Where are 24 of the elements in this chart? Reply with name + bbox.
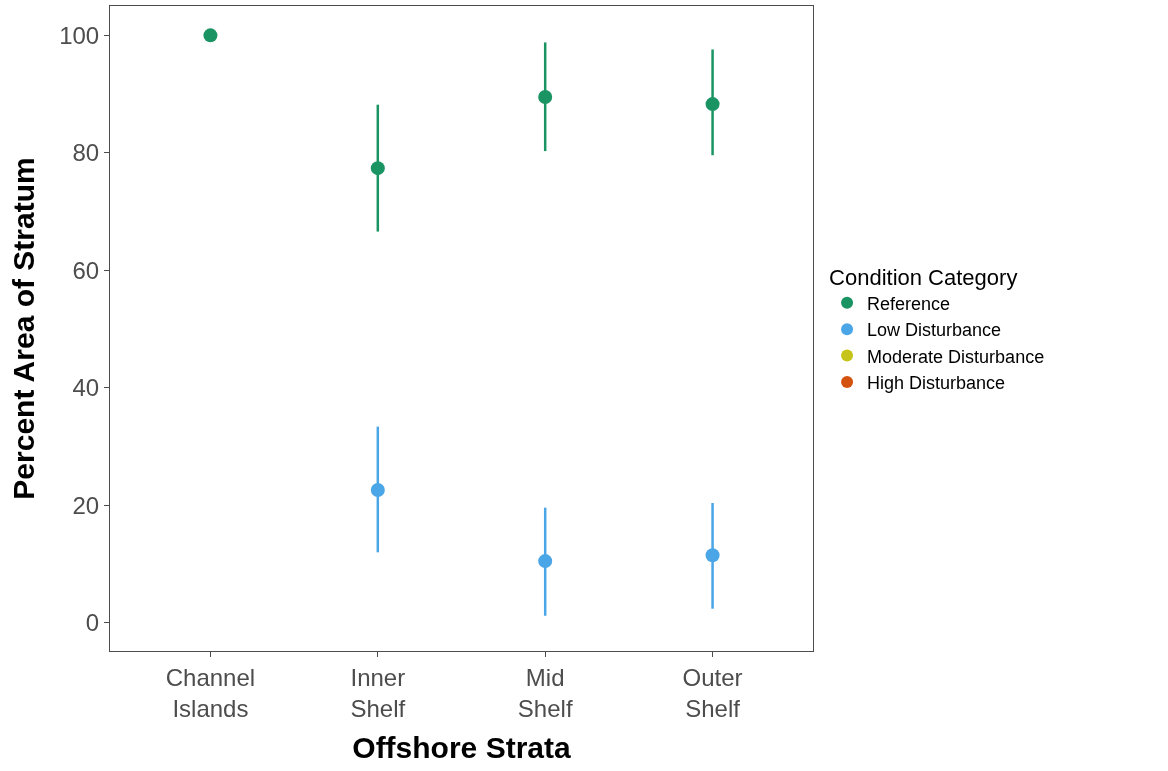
point xyxy=(370,483,385,498)
x-tick-label: Inner Shelf xyxy=(350,663,406,722)
legend-label: Reference xyxy=(867,293,951,314)
y-tick-label: 20 xyxy=(72,491,100,519)
y-tick-label: 100 xyxy=(59,21,100,49)
y-tick-label: 60 xyxy=(72,256,100,284)
y-tick-label: 40 xyxy=(72,374,100,402)
point xyxy=(370,161,385,176)
y-axis-title: Percent Area of Stratum xyxy=(7,157,41,500)
point xyxy=(538,554,553,569)
legend-label: Low Disturbance xyxy=(867,320,1002,341)
x-axis-title: Offshore Strata xyxy=(352,730,571,764)
x-tick-label: Channel Islands xyxy=(165,663,256,722)
x-tick-label: Mid Shelf xyxy=(517,663,573,722)
point xyxy=(705,548,720,563)
point xyxy=(705,97,720,112)
legend-label: High Disturbance xyxy=(867,373,1006,394)
point xyxy=(538,90,553,105)
point xyxy=(203,28,218,43)
legend-label: Moderate Disturbance xyxy=(867,346,1045,367)
y-tick-label: 0 xyxy=(85,609,100,637)
x-tick-label: Outer Shelf xyxy=(682,663,743,722)
legend-title: Condition Category xyxy=(829,264,1018,290)
y-tick-label: 80 xyxy=(72,139,100,167)
